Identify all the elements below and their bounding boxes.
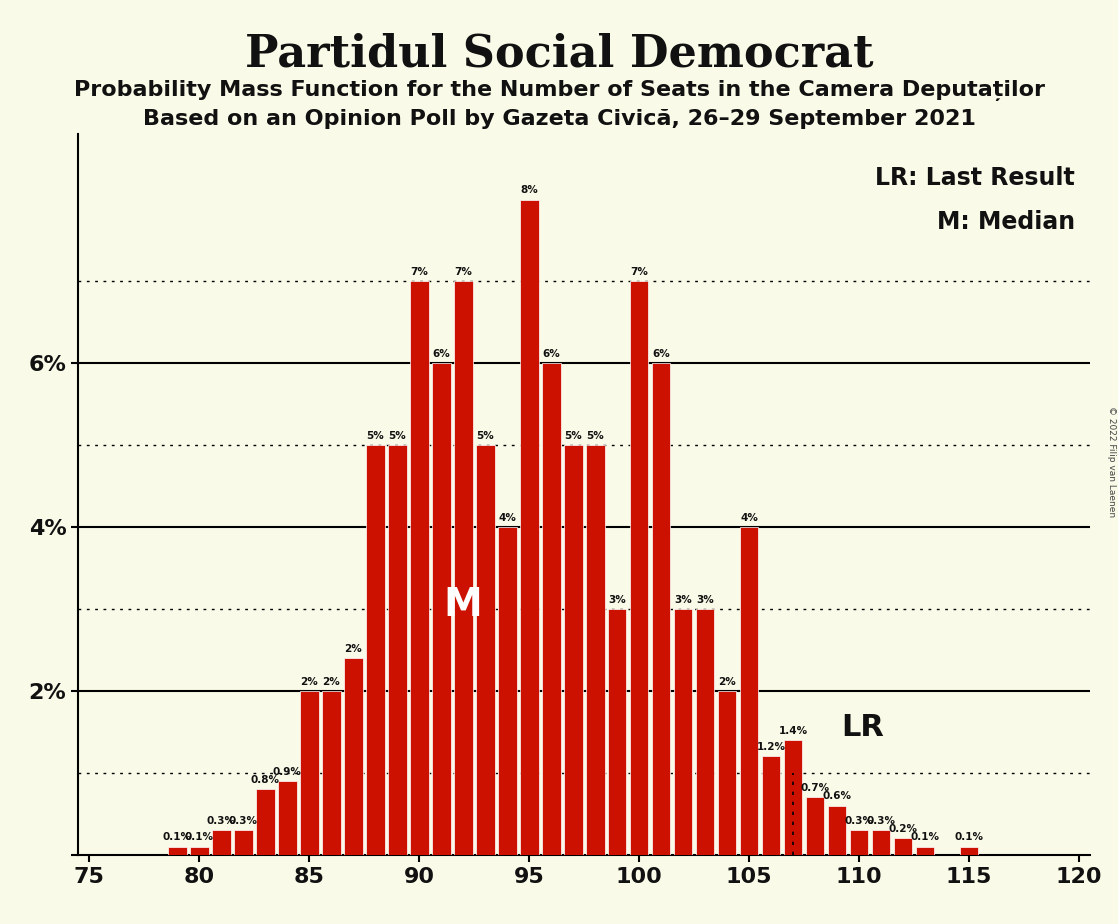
Text: 0.3%: 0.3%: [844, 816, 873, 826]
Text: 0.1%: 0.1%: [184, 833, 214, 843]
Text: M: M: [444, 586, 483, 624]
Bar: [322, 691, 341, 855]
Bar: [695, 609, 714, 855]
Text: 0.1%: 0.1%: [955, 833, 984, 843]
Bar: [959, 846, 978, 855]
Text: 7%: 7%: [631, 267, 648, 277]
Text: 5%: 5%: [388, 432, 406, 441]
Text: 0.9%: 0.9%: [273, 767, 302, 777]
Bar: [827, 806, 846, 855]
Bar: [652, 363, 671, 855]
Text: 3%: 3%: [697, 595, 714, 605]
Bar: [563, 445, 582, 855]
Bar: [872, 830, 890, 855]
Bar: [520, 200, 539, 855]
Text: 0.7%: 0.7%: [800, 784, 830, 794]
Bar: [388, 445, 407, 855]
Bar: [761, 757, 780, 855]
Bar: [454, 282, 473, 855]
Text: 0.1%: 0.1%: [910, 833, 939, 843]
Text: 3%: 3%: [674, 595, 692, 605]
Bar: [476, 445, 494, 855]
Bar: [629, 282, 648, 855]
Bar: [410, 282, 428, 855]
Text: 7%: 7%: [454, 267, 472, 277]
Text: M: Median: M: Median: [937, 210, 1074, 234]
Text: 0.6%: 0.6%: [823, 792, 852, 801]
Bar: [784, 740, 803, 855]
Bar: [344, 658, 362, 855]
Text: LR: Last Result: LR: Last Result: [875, 166, 1074, 190]
Bar: [718, 691, 737, 855]
Text: 5%: 5%: [586, 432, 604, 441]
Bar: [190, 846, 209, 855]
Text: 3%: 3%: [608, 595, 626, 605]
Text: 2%: 2%: [322, 676, 340, 687]
Text: 2%: 2%: [718, 676, 736, 687]
Text: 6%: 6%: [542, 349, 560, 359]
Text: 5%: 5%: [367, 432, 385, 441]
Bar: [234, 830, 253, 855]
Text: 0.3%: 0.3%: [866, 816, 896, 826]
Text: 5%: 5%: [476, 432, 494, 441]
Bar: [916, 846, 935, 855]
Bar: [278, 781, 296, 855]
Bar: [850, 830, 869, 855]
Text: 2%: 2%: [344, 644, 362, 654]
Text: © 2022 Filip van Laenen: © 2022 Filip van Laenen: [1107, 407, 1116, 517]
Text: 4%: 4%: [499, 513, 517, 523]
Bar: [300, 691, 319, 855]
Bar: [608, 609, 626, 855]
Bar: [893, 838, 912, 855]
Bar: [498, 527, 517, 855]
Bar: [586, 445, 605, 855]
Text: 8%: 8%: [520, 186, 538, 195]
Bar: [168, 846, 187, 855]
Text: LR: LR: [842, 713, 884, 742]
Text: 0.1%: 0.1%: [163, 833, 192, 843]
Text: Probability Mass Function for the Number of Seats in the Camera Deputaților: Probability Mass Function for the Number…: [74, 80, 1044, 102]
Text: 5%: 5%: [565, 432, 582, 441]
Bar: [674, 609, 692, 855]
Text: Based on an Opinion Poll by Gazeta Civică, 26–29 September 2021: Based on an Opinion Poll by Gazeta Civic…: [143, 109, 975, 129]
Text: 0.8%: 0.8%: [250, 775, 280, 785]
Text: 6%: 6%: [652, 349, 670, 359]
Text: 0.2%: 0.2%: [889, 824, 918, 834]
Text: 0.3%: 0.3%: [229, 816, 258, 826]
Text: 1.4%: 1.4%: [778, 726, 807, 736]
Bar: [740, 527, 758, 855]
Text: 4%: 4%: [740, 513, 758, 523]
Text: 0.3%: 0.3%: [207, 816, 236, 826]
Text: 1.2%: 1.2%: [757, 742, 786, 752]
Bar: [212, 830, 230, 855]
Bar: [366, 445, 385, 855]
Bar: [806, 797, 824, 855]
Bar: [432, 363, 451, 855]
Bar: [542, 363, 560, 855]
Text: Partidul Social Democrat: Partidul Social Democrat: [245, 32, 873, 76]
Bar: [256, 789, 275, 855]
Text: 6%: 6%: [433, 349, 451, 359]
Text: 2%: 2%: [301, 676, 319, 687]
Text: 7%: 7%: [410, 267, 428, 277]
